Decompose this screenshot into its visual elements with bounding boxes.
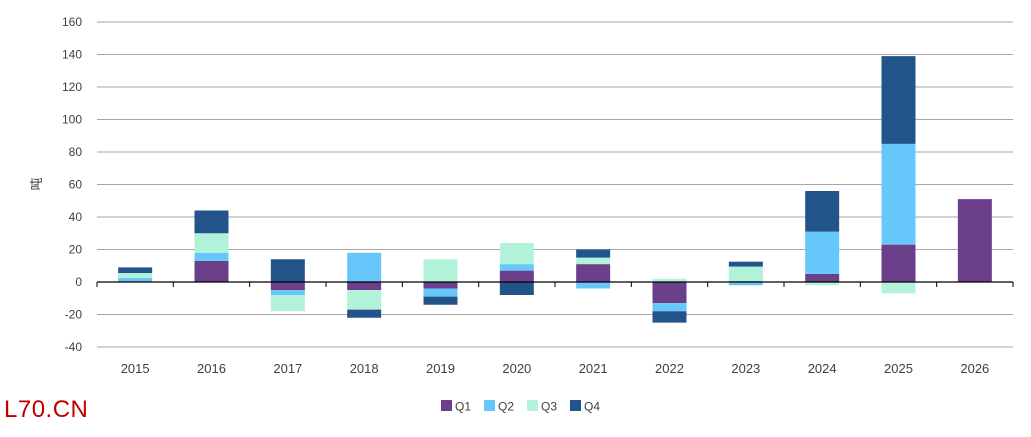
bar-q4-2020 <box>499 282 534 295</box>
x-tick-label: 2018 <box>350 361 379 376</box>
bar-q4-2019 <box>423 296 458 305</box>
bar-q1-2016 <box>194 260 229 282</box>
watermark-logo: L70.CN <box>4 396 89 423</box>
y-tick-label: 120 <box>62 80 82 94</box>
bar-q1-2020 <box>499 270 534 282</box>
legend-label-q4: Q4 <box>584 400 600 414</box>
bar-q1-2025 <box>881 244 916 282</box>
bar-q2-2025 <box>881 143 916 245</box>
bar-q2-2024 <box>805 231 840 274</box>
bar-q1-2019 <box>423 282 458 289</box>
bar-q4-2016 <box>194 210 229 234</box>
y-tick-label: 160 <box>62 15 82 29</box>
y-tick-label: -20 <box>65 308 83 322</box>
bar-q4-2018 <box>347 309 382 318</box>
x-tick-label: 2021 <box>579 361 608 376</box>
y-tick-label: 140 <box>62 48 82 62</box>
y-tick-label: 0 <box>75 275 82 289</box>
x-tick-label: 2020 <box>502 361 531 376</box>
x-tick-label: 2024 <box>808 361 837 376</box>
bar-q2-2020 <box>499 264 534 271</box>
legend-swatch-q3 <box>527 400 538 411</box>
bar-q4-2017 <box>270 259 305 282</box>
y-tick-label: 60 <box>69 178 83 192</box>
x-tick-label: 2022 <box>655 361 684 376</box>
bar-q3-2021 <box>576 257 611 265</box>
bar-q2-2017 <box>270 290 305 295</box>
x-tick-label: 2016 <box>197 361 226 376</box>
bar-q2-2019 <box>423 288 458 297</box>
legend-swatch-q1 <box>441 400 452 411</box>
bar-q4-2022 <box>652 311 687 323</box>
legend-label-q1: Q1 <box>455 400 471 414</box>
bar-q1-2021 <box>576 264 611 282</box>
bar-q4-2025 <box>881 56 916 144</box>
legend-swatch-q4 <box>570 400 581 411</box>
legend-swatch-q2 <box>484 400 495 411</box>
x-tick-label: 2015 <box>121 361 150 376</box>
y-tick-label: 20 <box>69 243 83 257</box>
bar-q2-2018 <box>347 252 382 282</box>
bar-q3-2023 <box>728 266 763 282</box>
legend-label-q3: Q3 <box>541 400 557 414</box>
bar-q2-2016 <box>194 252 229 261</box>
x-tick-label: 2026 <box>960 361 989 376</box>
x-tick-label: 2019 <box>426 361 455 376</box>
bar-q2-2021 <box>576 282 611 289</box>
y-tick-label: -40 <box>65 340 83 354</box>
bar-q4-2015 <box>118 267 153 274</box>
bar-q3-2017 <box>270 295 305 312</box>
bar-q3-2019 <box>423 259 458 282</box>
bar-q1-2017 <box>270 282 305 291</box>
bar-q3-2020 <box>499 243 534 265</box>
bar-q3-2024 <box>805 282 840 286</box>
x-tick-label: 2017 <box>273 361 302 376</box>
bar-q3-2018 <box>347 290 382 310</box>
bar-q4-2024 <box>805 191 840 232</box>
y-tick-label: 40 <box>69 210 83 224</box>
bar-q4-2021 <box>576 249 611 258</box>
y-axis-label: 吨 <box>29 177 44 190</box>
y-tick-label: 100 <box>62 113 82 127</box>
bar-q1-2022 <box>652 282 687 304</box>
bar-q3-2022 <box>652 278 687 282</box>
bar-q3-2015 <box>118 273 153 278</box>
y-tick-label: 80 <box>69 145 83 159</box>
x-tick-label: 2023 <box>731 361 760 376</box>
bar-q3-2016 <box>194 233 229 253</box>
bar-q2-2015 <box>118 277 153 282</box>
bar-q2-2022 <box>652 303 687 312</box>
x-tick-label: 2025 <box>884 361 913 376</box>
bar-q1-2026 <box>957 199 992 282</box>
bar-q1-2018 <box>347 282 382 291</box>
legend-label-q2: Q2 <box>498 400 514 414</box>
bar-q4-2023 <box>728 261 763 267</box>
bar-q2-2023 <box>728 282 763 286</box>
bar-q1-2024 <box>805 273 840 282</box>
bar-q3-2025 <box>881 282 916 294</box>
